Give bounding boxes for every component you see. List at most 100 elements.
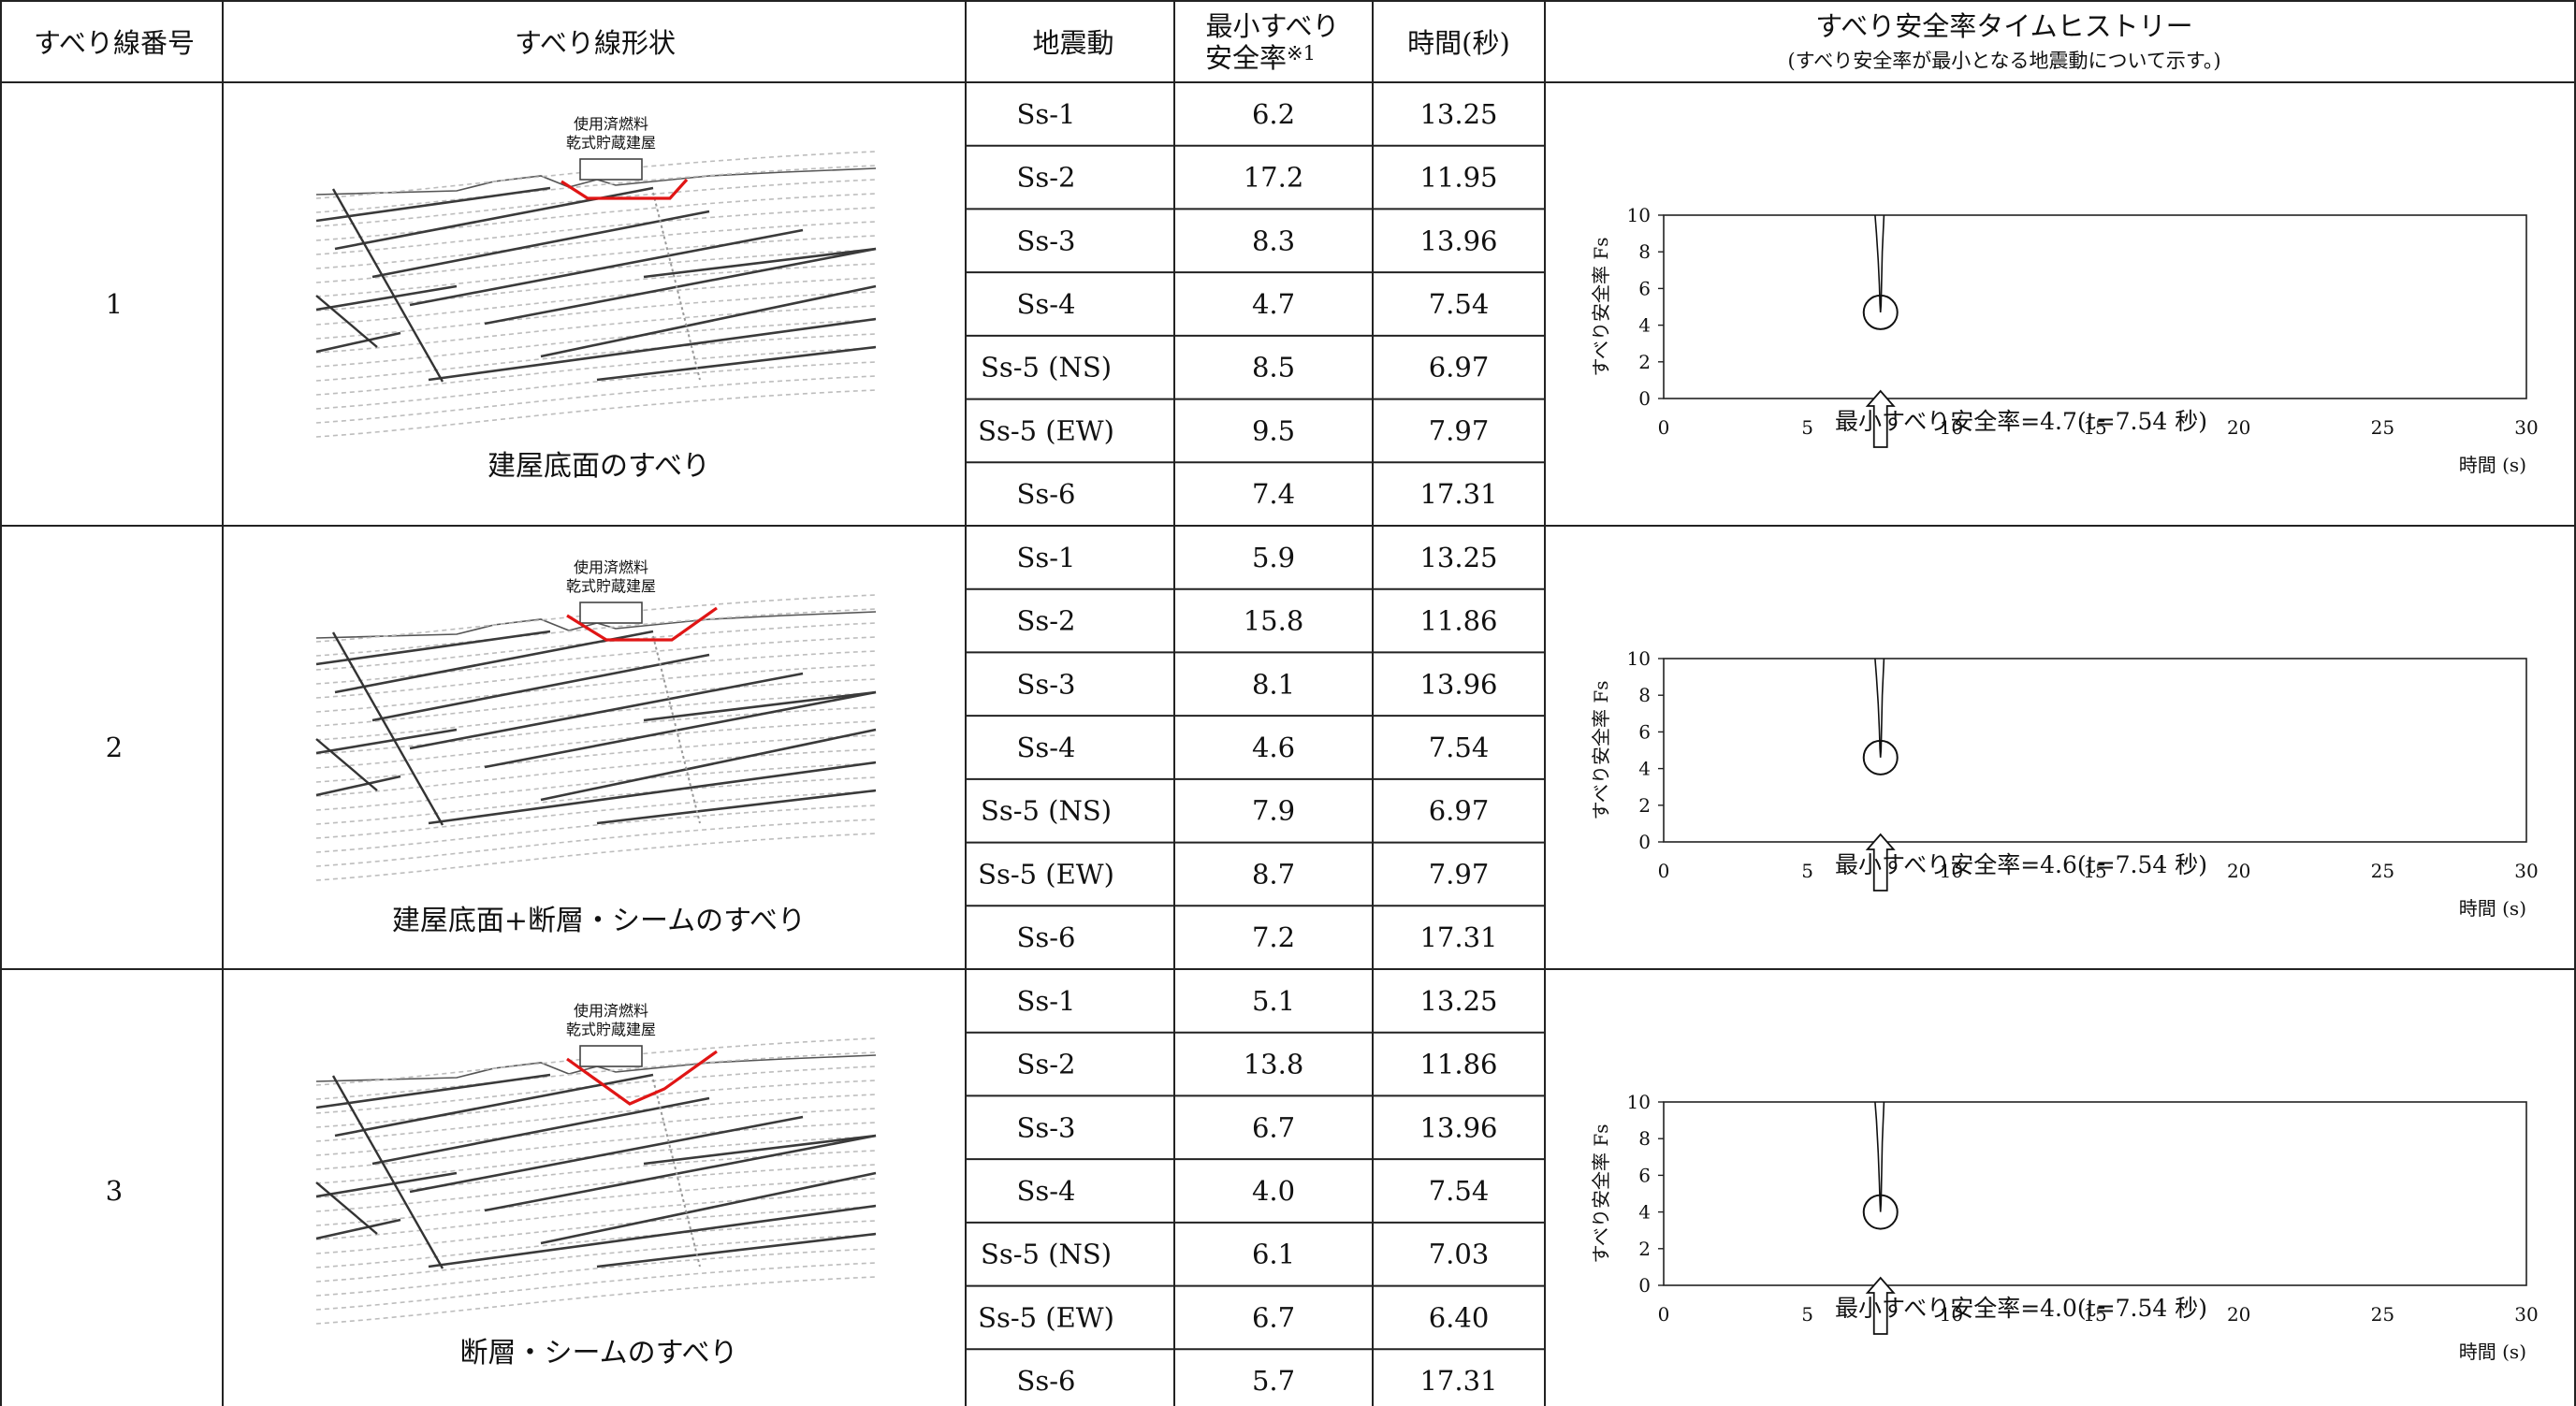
earthquake-name: Ss-5 (EW) — [978, 1301, 1114, 1333]
y-axis-label: すべり安全率 Fs — [1590, 1123, 1612, 1263]
strata-contour — [315, 734, 877, 783]
strata-line — [315, 630, 551, 666]
x-tick-label: 20 — [2227, 416, 2250, 439]
strata-line — [428, 1204, 877, 1268]
safety-factor-series — [1874, 214, 1885, 312]
slip-number: 3 — [106, 1175, 123, 1207]
strata-line — [409, 1115, 804, 1194]
y-axis-label: すべり安全率 Fs — [1590, 237, 1612, 376]
strata-contour — [315, 291, 877, 340]
x-tick-label: 0 — [1658, 860, 1670, 882]
strata-contour — [315, 207, 877, 255]
time-seconds: 13.25 — [1419, 985, 1497, 1017]
y-tick-label: 0 — [1638, 831, 1651, 853]
time-seconds: 7.03 — [1429, 1239, 1490, 1270]
seam-line — [652, 1079, 701, 1268]
header-slip-number: すべり線番号 — [34, 27, 195, 59]
header-time: 時間(秒) — [1407, 27, 1510, 59]
strata-line — [371, 653, 710, 722]
slip-line — [566, 606, 718, 642]
x-tick-label: 30 — [2514, 416, 2538, 439]
earthquake-name: Ss-1 — [1017, 985, 1076, 1017]
x-tick-label: 20 — [2227, 860, 2250, 882]
strata-contour — [315, 1234, 877, 1283]
strata-contour — [315, 819, 877, 867]
header-min-sf-line2: 安全率※1 — [1205, 42, 1316, 74]
min-safety-factor: 5.1 — [1252, 985, 1295, 1017]
x-tick-label: 10 — [1940, 1303, 1963, 1326]
x-tick-label: 10 — [1940, 860, 1963, 882]
strata-line — [428, 317, 877, 382]
strata-contour — [315, 664, 877, 713]
strata-contour — [315, 277, 877, 326]
y-axis-label: すべり安全率 Fs — [1590, 680, 1612, 819]
building-label-line1: 使用済燃料 — [574, 115, 648, 133]
earthquake-name: Ss-3 — [1017, 225, 1076, 256]
building-label-line1: 使用済燃料 — [574, 1002, 648, 1020]
earthquake-name: Ss-4 — [1017, 288, 1076, 320]
time-seconds: 11.86 — [1419, 605, 1497, 637]
time-seconds: 11.95 — [1419, 162, 1497, 194]
strata-contour — [315, 249, 877, 297]
strata-contour — [315, 1276, 877, 1325]
strata-contour — [315, 1206, 877, 1254]
time-seconds: 7.54 — [1429, 732, 1490, 763]
strata-line — [643, 690, 877, 722]
strata-contour — [315, 179, 877, 227]
time-seconds: 6.97 — [1429, 352, 1490, 384]
earthquake-name: Ss-1 — [1017, 542, 1076, 573]
min-safety-factor: 9.5 — [1252, 414, 1295, 446]
min-time-arrow — [1865, 833, 1896, 891]
strata-line — [484, 247, 877, 326]
strata-contour — [315, 1051, 877, 1100]
min-safety-factor: 6.7 — [1252, 1301, 1295, 1333]
strata-contour — [315, 678, 877, 727]
y-tick-label: 2 — [1638, 351, 1651, 373]
strata-line — [540, 728, 877, 802]
strata-line — [643, 247, 877, 279]
x-tick-label: 20 — [2227, 1303, 2250, 1326]
strata-line — [484, 690, 877, 769]
earthquake-name: Ss-5 (EW) — [978, 858, 1114, 890]
time-seconds: 13.96 — [1419, 1111, 1497, 1143]
min-point-marker — [1862, 1194, 1899, 1230]
slip-shape-caption: 建屋底面のすべり — [488, 450, 710, 483]
strata-contour — [315, 594, 877, 643]
strata-contour — [315, 1094, 877, 1142]
time-seconds: 6.40 — [1429, 1301, 1490, 1333]
safety-factor-series — [1874, 658, 1885, 758]
earthquake-name: Ss-6 — [1017, 921, 1076, 953]
min-safety-factor: 5.9 — [1252, 542, 1295, 573]
min-point-marker — [1862, 739, 1899, 775]
y-tick-label: 6 — [1638, 277, 1651, 299]
strata-contour — [315, 790, 877, 839]
y-tick-label: 8 — [1638, 1127, 1651, 1150]
y-tick-label: 6 — [1638, 720, 1651, 743]
ground-surface — [315, 167, 877, 196]
y-tick-label: 2 — [1638, 1238, 1651, 1260]
x-tick-label: 5 — [1801, 1303, 1813, 1326]
min-safety-factor: 4.6 — [1252, 732, 1295, 763]
slip-shape-caption: 建屋底面+断層・シームのすべり — [392, 905, 806, 937]
strata-contour — [315, 608, 877, 657]
earthquake-name: Ss-5 (NS) — [981, 1239, 1112, 1270]
time-seconds: 13.25 — [1419, 542, 1497, 573]
strata-line — [540, 1171, 877, 1245]
strata-line — [315, 775, 401, 797]
strata-line — [315, 1171, 458, 1198]
earthquake-name: Ss-2 — [1017, 162, 1076, 194]
chart-caption: 最小すべり安全率=4.0(t=7.54 秒) — [1835, 1295, 2207, 1322]
slip-line — [566, 1050, 718, 1106]
strata-line — [315, 284, 458, 312]
earthquake-name: Ss-2 — [1017, 1049, 1076, 1080]
strata-line — [334, 1073, 654, 1138]
x-axis-label: 時間 (s) — [2459, 1341, 2526, 1363]
strata-contour — [315, 319, 877, 368]
min-safety-factor: 8.3 — [1252, 225, 1295, 256]
strata-line — [315, 331, 401, 354]
strata-contour — [315, 151, 877, 199]
